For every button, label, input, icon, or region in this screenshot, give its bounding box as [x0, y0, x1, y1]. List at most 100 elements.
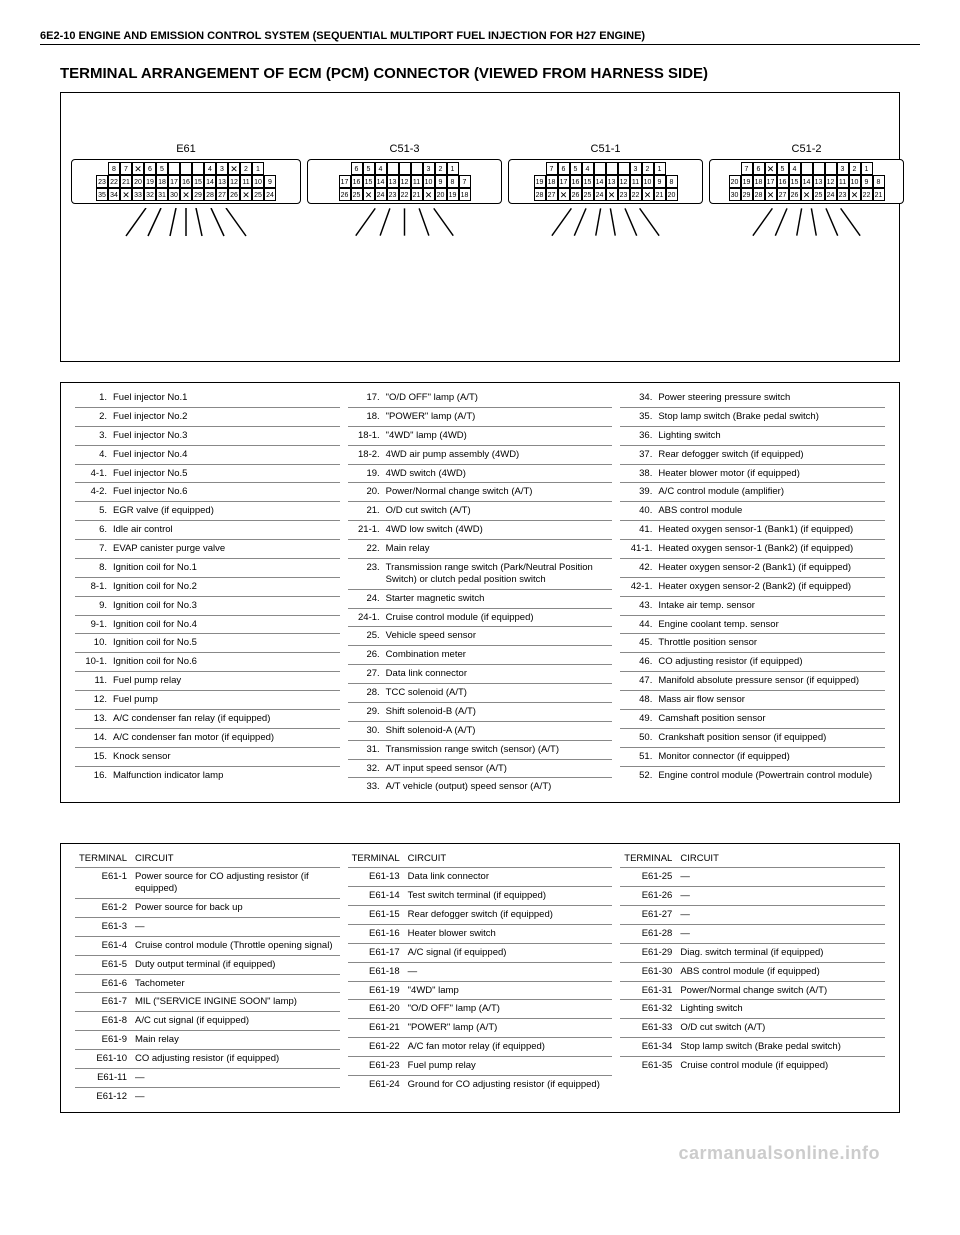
- legend-text: ABS control module: [658, 505, 883, 517]
- circuit-description: Diag. switch terminal (if equipped): [680, 947, 883, 959]
- circuit-description: Data link connector: [408, 871, 611, 883]
- circuit-row: E61-32Lighting switch: [620, 1000, 885, 1019]
- circuit-description: A/C signal (if equipped): [408, 947, 611, 959]
- legend-row: 46.CO adjusting resistor (if equipped): [620, 653, 885, 672]
- circuit-terminal: E61-35: [622, 1060, 672, 1072]
- legend-row: 43. Intake air temp. sensor: [620, 597, 885, 616]
- legend-row: 30.Shift solenoid-A (A/T): [348, 722, 613, 741]
- circuit-terminal: E61-19: [350, 985, 400, 997]
- legend-text: Power/Normal change switch (A/T): [386, 486, 611, 498]
- circuit-terminal: E61-24: [350, 1079, 400, 1091]
- connector-c511: C51-1 123 4567 8910111213141516171819 20…: [508, 143, 703, 238]
- section-title: TERMINAL ARRANGEMENT OF ECM (PCM) CONNEC…: [60, 65, 920, 82]
- circuit-header-circuit: CIRCUIT: [680, 853, 883, 864]
- legend-row: 42-1.Heater oxygen sensor-2 (Bank2) (if …: [620, 578, 885, 597]
- circuit-row: E61-8A/C cut signal (if equipped): [75, 1012, 340, 1031]
- legend-number: 2.: [77, 411, 107, 423]
- legend-number: 43.: [622, 600, 652, 612]
- legend-text: Ignition coil for No.6: [113, 656, 338, 668]
- legend-text: Shift solenoid-A (A/T): [386, 725, 611, 737]
- legend-text: Intake air temp. sensor: [658, 600, 883, 612]
- legend-number: 17.: [350, 392, 380, 404]
- legend-text: "O/D OFF" lamp (A/T): [386, 392, 611, 404]
- circuit-description: Test switch terminal (if equipped): [408, 890, 611, 902]
- legend-text: Starter magnetic switch: [386, 593, 611, 605]
- circuit-description: Ground for CO adjusting resistor (if equ…: [408, 1079, 611, 1091]
- legend-row: 14.A/C condenser fan motor (if equipped): [75, 729, 340, 748]
- circuit-row: E61-31Power/Normal change switch (A/T): [620, 982, 885, 1001]
- legend-number: 4.: [77, 449, 107, 461]
- circuit-row: E61-33O/D cut switch (A/T): [620, 1019, 885, 1038]
- legend-column: 34.Power steering pressure switch35.Stop…: [616, 389, 889, 796]
- legend-table: 1.Fuel injector No.12.Fuel injector No.2…: [60, 382, 900, 803]
- connector-body: 123 4567 891011121314151617181920 212223…: [709, 159, 904, 204]
- legend-number: 27.: [350, 668, 380, 680]
- circuit-description: Lighting switch: [680, 1003, 883, 1015]
- circuit-terminal: E61-22: [350, 1041, 400, 1053]
- legend-number: 21.: [350, 505, 380, 517]
- circuit-description: ABS control module (if equipped): [680, 966, 883, 978]
- legend-text: A/T vehicle (output) speed sensor (A/T): [386, 781, 611, 793]
- legend-text: Shift solenoid-B (A/T): [386, 706, 611, 718]
- legend-row: 52.Engine control module (Powertrain con…: [620, 767, 885, 785]
- legend-row: 18."POWER" lamp (A/T): [348, 408, 613, 427]
- legend-row: 5.EGR valve (if equipped): [75, 502, 340, 521]
- pin-row-top: 123 456: [310, 162, 499, 175]
- legend-text: Ignition coil for No.4: [113, 619, 338, 631]
- legend-number: 38.: [622, 468, 652, 480]
- legend-text: Fuel injector No.3: [113, 430, 338, 442]
- legend-row: 19.4WD switch (4WD): [348, 465, 613, 484]
- wires-icon: [307, 208, 502, 238]
- circuit-header-terminal: TERMINAL: [77, 853, 127, 864]
- circuit-description: Rear defogger switch (if equipped): [408, 909, 611, 921]
- legend-text: Data link connector: [386, 668, 611, 680]
- circuit-column: TERMINALCIRCUITE61-25—E61-26—E61-27—E61-…: [616, 850, 889, 1105]
- legend-number: 8-1.: [77, 581, 107, 593]
- legend-row: 21-1.4WD low switch (4WD): [348, 521, 613, 540]
- legend-number: 48.: [622, 694, 652, 706]
- legend-row: 26.Combination meter: [348, 646, 613, 665]
- circuit-description: Duty output terminal (if equipped): [135, 959, 338, 971]
- pin-row-top: 1234 5678: [74, 162, 298, 175]
- legend-row: 24-1.Cruise control module (if equipped): [348, 609, 613, 628]
- watermark-text: carmanualsonline.info: [40, 1143, 880, 1164]
- legend-text: Throttle position sensor: [658, 637, 883, 649]
- legend-row: 15.Knock sensor: [75, 748, 340, 767]
- circuit-row: E61-35Cruise control module (if equipped…: [620, 1057, 885, 1075]
- legend-text: CO adjusting resistor (if equipped): [658, 656, 883, 668]
- pin-row-mid: 8910111213141516171819: [511, 175, 700, 188]
- legend-text: A/C condenser fan relay (if equipped): [113, 713, 338, 725]
- legend-text: Fuel injector No.1: [113, 392, 338, 404]
- circuit-row: E61-10CO adjusting resistor (if equipped…: [75, 1050, 340, 1069]
- circuit-row: E61-29Diag. switch terminal (if equipped…: [620, 944, 885, 963]
- legend-text: 4WD low switch (4WD): [386, 524, 611, 536]
- legend-row: 4.Fuel injector No.4: [75, 446, 340, 465]
- circuit-terminal: E61-14: [350, 890, 400, 902]
- legend-text: Heated oxygen sensor-1 (Bank2) (if equip…: [658, 543, 883, 555]
- circuit-table: TERMINALCIRCUITE61-1Power source for CO …: [60, 843, 900, 1112]
- circuit-row: E61-22A/C fan motor relay (if equipped): [348, 1038, 613, 1057]
- pin-row-top: 123 4567: [511, 162, 700, 175]
- legend-row: 18-2.4WD air pump assembly (4WD): [348, 446, 613, 465]
- legend-number: 41-1.: [622, 543, 652, 555]
- legend-number: 11.: [77, 675, 107, 687]
- circuit-row: E61-15Rear defogger switch (if equipped): [348, 906, 613, 925]
- legend-text: O/D cut switch (A/T): [386, 505, 611, 517]
- legend-row: 9.Ignition coil for No.3: [75, 597, 340, 616]
- legend-row: 23.Transmission range switch (Park/Neutr…: [348, 559, 613, 590]
- circuit-terminal: E61-5: [77, 959, 127, 971]
- legend-row: 8-1.Ignition coil for No.2: [75, 578, 340, 597]
- connector-e61: E61 1234 5678 91011121314151617181920212…: [71, 143, 301, 238]
- circuit-header-circuit: CIRCUIT: [135, 853, 338, 864]
- circuit-row: E61-12—: [75, 1088, 340, 1106]
- circuit-description: CO adjusting resistor (if equipped): [135, 1053, 338, 1065]
- legend-row: 16.Malfunction indicator lamp: [75, 767, 340, 785]
- connector-diagram: E61 1234 5678 91011121314151617181920212…: [60, 92, 900, 362]
- circuit-terminal: E61-7: [77, 996, 127, 1008]
- legend-row: 51.Monitor connector (if equipped): [620, 748, 885, 767]
- circuit-row: E61-19"4WD" lamp: [348, 982, 613, 1001]
- legend-row: 9-1.Ignition coil for No.4: [75, 616, 340, 635]
- legend-text: Ignition coil for No.1: [113, 562, 338, 574]
- circuit-terminal: E61-21: [350, 1022, 400, 1034]
- connector-label: E61: [71, 143, 301, 155]
